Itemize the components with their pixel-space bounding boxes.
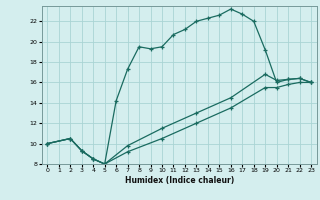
X-axis label: Humidex (Indice chaleur): Humidex (Indice chaleur) bbox=[124, 176, 234, 185]
